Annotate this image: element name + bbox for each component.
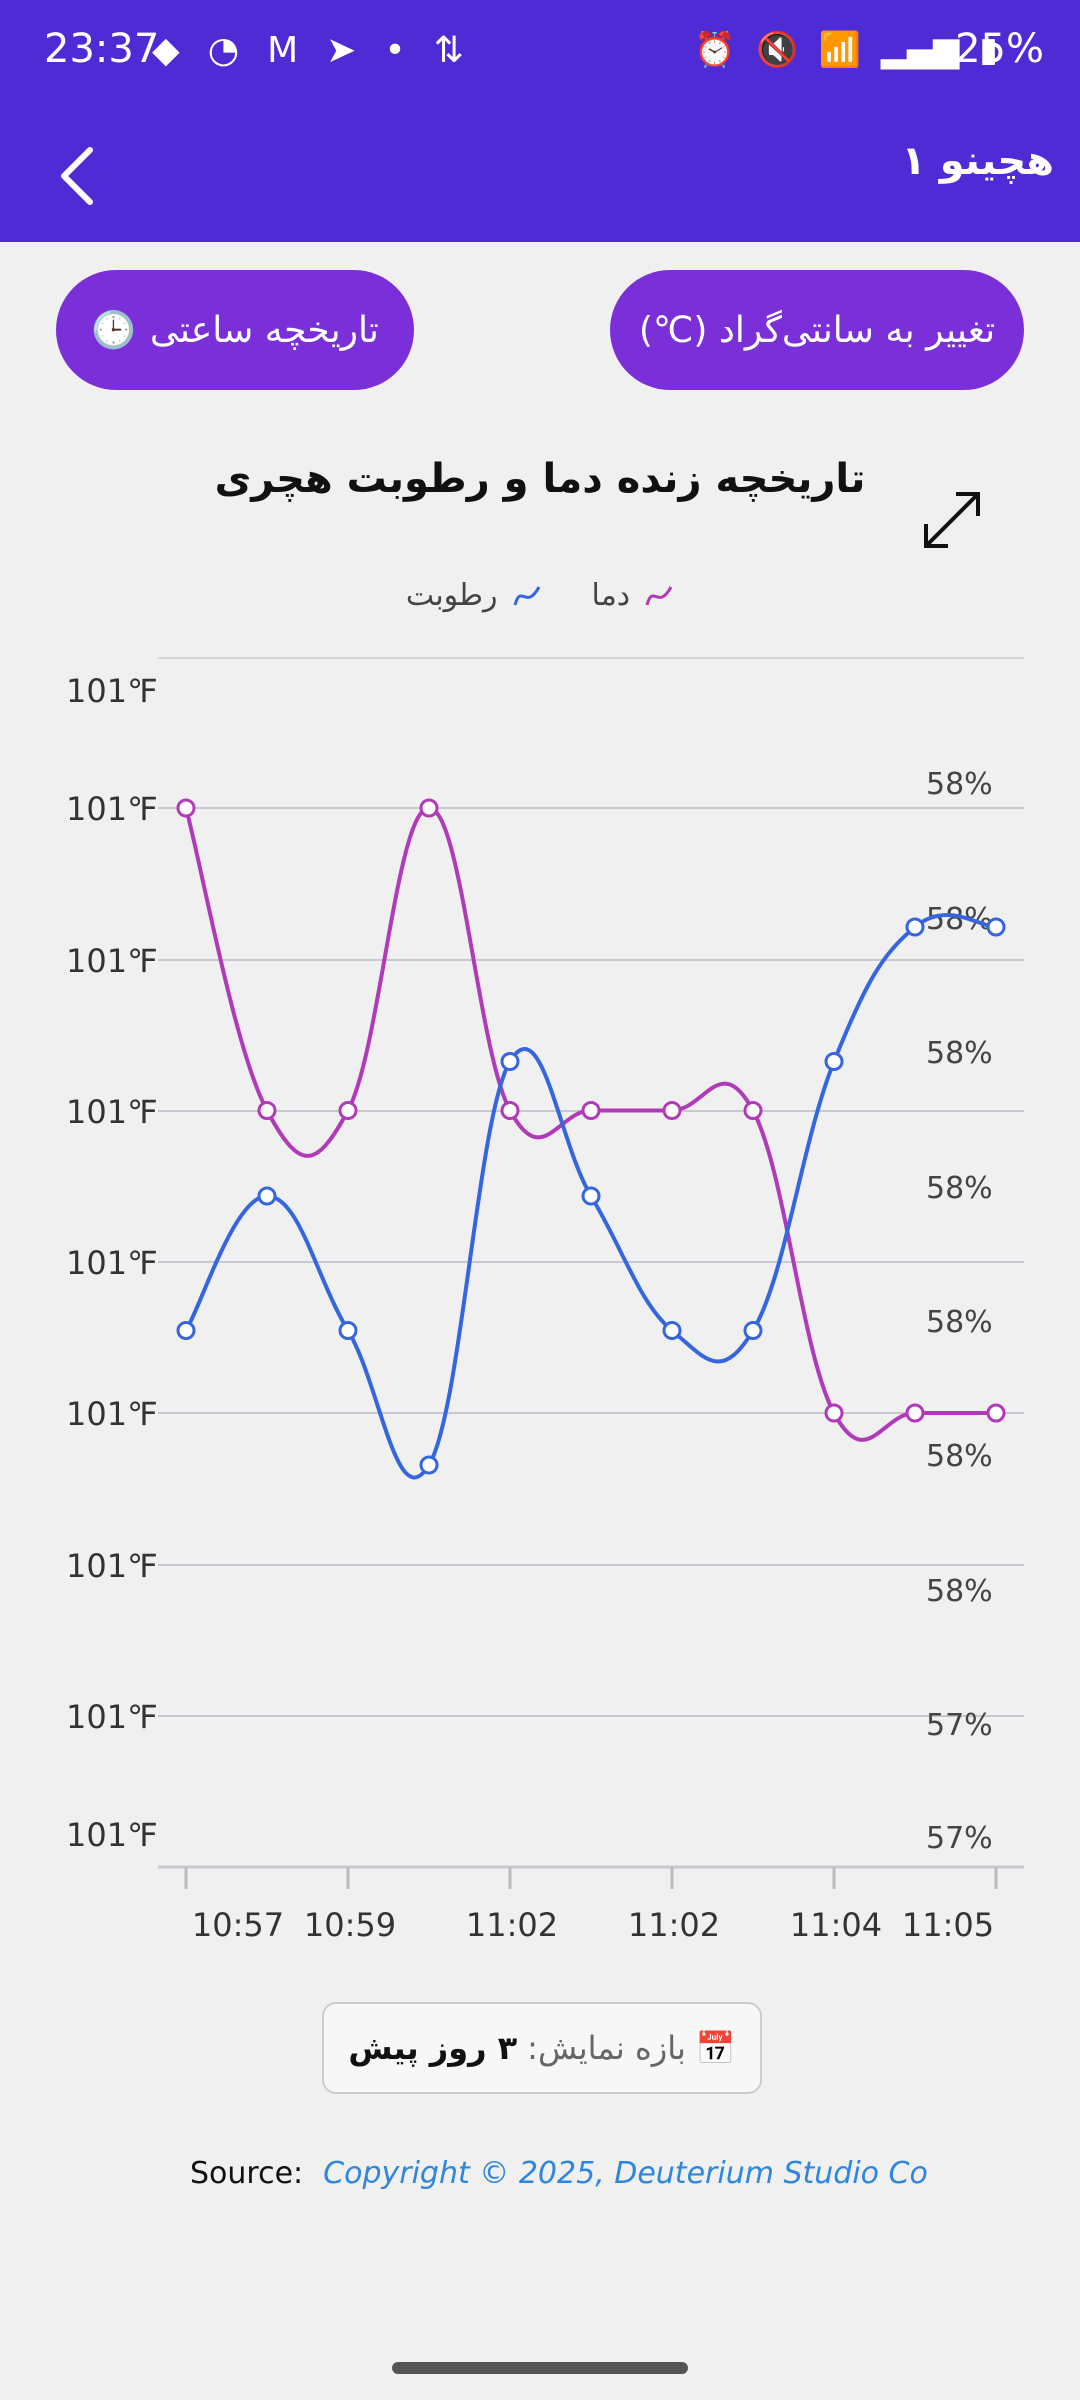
y-left-tick-label: 101℉ — [66, 942, 158, 980]
y-right-tick-label: 58% — [926, 1171, 993, 1206]
humidity-data-point — [338, 1321, 358, 1340]
temperature-data-point — [743, 1101, 763, 1120]
humidity-data-point — [986, 917, 1006, 937]
x-tick-label: 11:02 — [628, 1906, 720, 1940]
status-bar: 23:37 ◆ ◔ M ➤ • ⇅ ⏰ 🔇 📶 ▂▄▆ ▮ 25% — [0, 0, 1080, 108]
temperature-data-point — [500, 1101, 520, 1120]
humidity-data-point — [824, 1052, 844, 1071]
y-left-tick-label: 101℉ — [66, 1547, 158, 1585]
y-left-tick-label: 101℉ — [66, 1816, 158, 1854]
x-tick-label: 11:04 — [790, 1906, 882, 1940]
temperature-data-point — [986, 1403, 1006, 1423]
range-value: ۳ روز پیش — [348, 2029, 518, 2067]
humidity-data-point — [662, 1321, 682, 1340]
humidity-data-point — [743, 1321, 763, 1340]
sync-icon: ◔ — [207, 30, 240, 71]
legend-temperature[interactable]: دما — [592, 578, 675, 613]
expand-button[interactable] — [912, 480, 992, 560]
alarm-icon: ⏰ — [693, 30, 737, 70]
humidity-data-point — [257, 1186, 277, 1206]
y-right-tick-label: 58% — [926, 902, 993, 937]
status-left-icons: ◆ ◔ M ➤ • ⇅ — [152, 30, 464, 71]
humidity-data-point — [176, 1321, 196, 1340]
temperature-data-point — [662, 1101, 682, 1120]
y-right-tick-label: 57% — [926, 1821, 993, 1856]
temperature-data-point — [176, 798, 196, 818]
line-series-icon — [645, 585, 673, 605]
y-right-tick-label: 58% — [926, 1574, 993, 1609]
chart-legend: دما رطوبت — [0, 578, 1080, 613]
gmail-icon: M — [267, 30, 299, 71]
dot-icon: • — [384, 30, 406, 71]
source-label: Source: — [190, 2156, 304, 2191]
app-bar: هچینو ۱ — [0, 108, 1080, 242]
battery-percent: 25% — [955, 26, 1044, 72]
expand-icon — [924, 492, 980, 548]
y-left-tick-label: 101℉ — [66, 1698, 158, 1736]
telegram-icon: ➤ — [326, 30, 357, 71]
unit-toggle-button[interactable]: تغییر به سانتی‌گراد (℃) — [610, 270, 1024, 390]
legend-temperature-label: دما — [591, 578, 631, 613]
temperature-series-line — [184, 805, 996, 1442]
home-indicator[interactable] — [392, 2362, 688, 2374]
clock-icon: 🕒 — [91, 310, 136, 351]
calendar-icon: 📅 — [695, 2029, 736, 2067]
unit-toggle-label: تغییر به سانتی‌گراد (℃) — [638, 309, 996, 351]
line-chart: 101℉ 101℉ 101℉ 101℉ 101℉ 101℉ 101℉ 101℉ 101℉ 58% 5… — [66, 657, 1024, 1940]
source-link[interactable]: Copyright © 2025, Deuterium Studio Co — [323, 2156, 928, 2191]
y-left-tick-label: 101℉ — [66, 1093, 158, 1131]
temperature-data-point — [338, 1101, 358, 1120]
hourly-history-button[interactable]: تاریخچه ساعتی 🕒 — [56, 270, 414, 390]
wifi-icon: 📶 — [818, 30, 861, 70]
y-left-tick-label: 101℉ — [66, 1395, 158, 1433]
x-tick-label: 10:59 — [304, 1906, 396, 1940]
page-title: هچینو ۱ — [901, 138, 1054, 184]
data-transfer-icon: ⇅ — [433, 30, 464, 71]
y-right-tick-label: 58% — [926, 1439, 993, 1474]
temperature-data-point — [581, 1101, 601, 1120]
chevron-left-icon — [61, 147, 93, 205]
y-right-tick-label: 58% — [926, 1036, 993, 1071]
humidity-data-point — [419, 1455, 439, 1475]
shield-icon: ◆ — [152, 30, 180, 71]
legend-humidity[interactable]: رطوبت — [406, 578, 542, 613]
humidity-data-point — [905, 917, 925, 937]
temperature-data-point — [824, 1403, 844, 1423]
humidity-data-point — [581, 1186, 601, 1206]
hourly-history-label: تاریخچه ساعتی — [149, 309, 379, 351]
chart-title: تاریخچه زنده دما و رطوبت هچری — [214, 456, 866, 502]
y-left-tick-label: 101℉ — [66, 1244, 158, 1282]
x-tick-label: 11:02 — [466, 1906, 558, 1940]
back-button[interactable] — [50, 136, 130, 216]
range-selector[interactable]: 📅 بازه نمایش: ۳ روز پیش — [322, 2002, 762, 2094]
x-tick-label: 10:57 — [192, 1906, 284, 1940]
legend-humidity-label: رطوبت — [405, 578, 498, 613]
line-series-icon — [513, 585, 540, 605]
range-label: بازه نمایش: — [527, 2029, 686, 2067]
y-right-tick-label: 57% — [926, 1708, 993, 1743]
mute-icon: 🔇 — [756, 30, 799, 70]
x-tick-label: 11:05 — [902, 1906, 994, 1940]
signal-icon: ▂▄▆ — [880, 30, 960, 70]
y-right-tick-label: 58% — [926, 767, 993, 802]
y-right-tick-label: 58% — [926, 1305, 993, 1340]
battery-icon: ▮ — [979, 30, 998, 70]
status-right-icons: ⏰ 🔇 📶 ▂▄▆ ▮ — [694, 30, 998, 70]
humidity-data-point — [500, 1052, 520, 1071]
y-left-tick-label: 101℉ — [66, 672, 158, 710]
status-time: 23:37 — [44, 26, 160, 72]
temperature-data-point — [257, 1101, 277, 1120]
temperature-data-point — [419, 798, 439, 818]
temperature-data-point — [905, 1403, 925, 1423]
source-line: Source: Copyright © 2025, Deuterium Stud… — [190, 2156, 928, 2191]
y-left-tick-label: 101℉ — [66, 790, 158, 828]
